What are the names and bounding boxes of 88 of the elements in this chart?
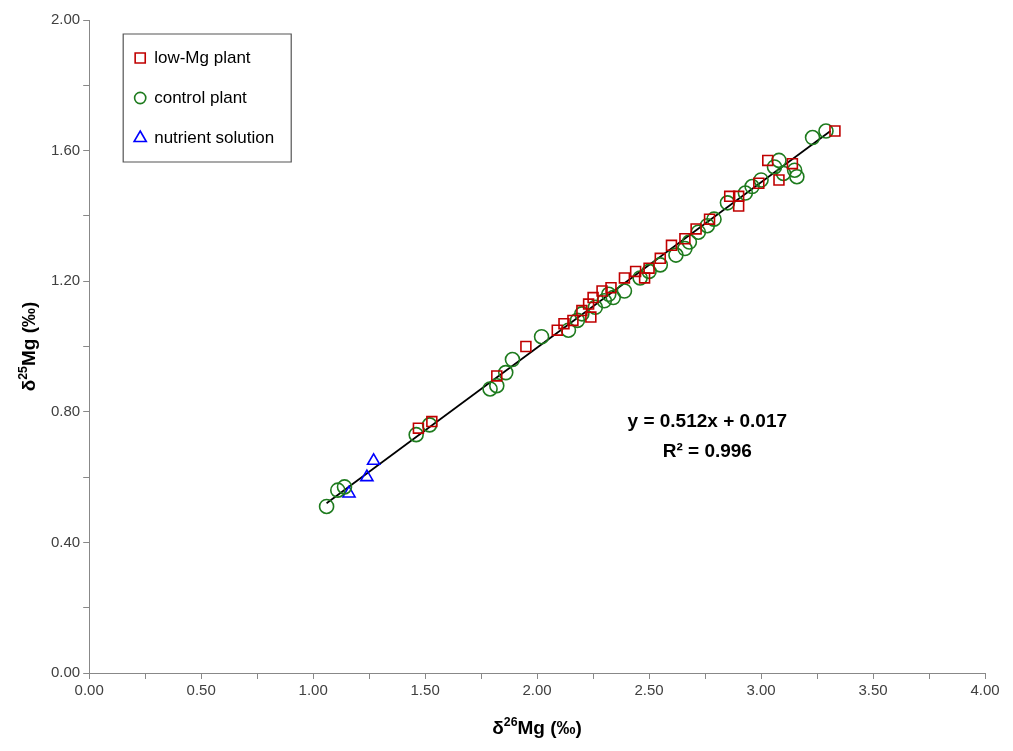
- point: [786, 162, 803, 178]
- point: [789, 168, 805, 185]
- x-tick-label: 3.00: [746, 681, 776, 699]
- point: [690, 223, 702, 235]
- point: [629, 265, 642, 278]
- point: [766, 159, 783, 175]
- point: [618, 272, 631, 284]
- x-tick-label: 0.50: [186, 681, 216, 699]
- point: [699, 217, 716, 234]
- y-axis-title: δ25Mg (‰): [15, 301, 40, 392]
- point: [804, 129, 821, 146]
- point: [366, 452, 381, 466]
- point: [632, 270, 648, 286]
- point: [569, 312, 586, 329]
- point: [533, 328, 550, 345]
- y-tick-label: 1.20: [50, 271, 81, 289]
- point: [582, 298, 595, 310]
- point: [482, 381, 498, 397]
- point: [408, 426, 424, 443]
- x-tick-label: 3.50: [858, 681, 888, 699]
- point: [497, 364, 514, 381]
- legend-label: nutrient solution: [154, 127, 275, 147]
- point: [605, 289, 622, 306]
- point: [775, 165, 792, 182]
- point: [732, 190, 745, 203]
- point: [558, 317, 570, 330]
- y-tick-label: 2.00: [50, 10, 81, 28]
- point: [600, 286, 617, 303]
- point: [762, 154, 774, 167]
- point: [560, 322, 577, 338]
- point: [668, 247, 684, 263]
- point: [786, 157, 799, 170]
- point: [690, 224, 707, 241]
- point: [641, 263, 657, 280]
- point: [605, 281, 617, 294]
- point: [723, 190, 736, 203]
- point: [753, 177, 765, 189]
- point: [818, 123, 834, 139]
- point: [638, 272, 651, 284]
- x-tick-label: 2.50: [634, 681, 664, 699]
- point: [585, 311, 597, 323]
- y-tick-label: 0.00: [50, 663, 81, 681]
- point: [744, 178, 760, 195]
- point: [703, 213, 716, 225]
- annotation: R² = 0.996: [662, 439, 752, 461]
- point: [412, 422, 425, 434]
- y-tick-label: 0.40: [50, 532, 81, 550]
- x-tick-label: 1.00: [298, 681, 328, 699]
- point: [488, 377, 505, 394]
- point: [732, 200, 745, 212]
- point: [318, 498, 335, 515]
- point: [829, 125, 841, 137]
- legend-label: control plant: [154, 87, 248, 107]
- x-tick-label: 2.00: [522, 681, 552, 699]
- point: [737, 185, 754, 201]
- point: [771, 152, 787, 169]
- point: [491, 370, 503, 382]
- legend-label: low-Mg plant: [154, 47, 251, 67]
- point: [616, 283, 633, 299]
- point: [587, 299, 604, 316]
- point: [567, 314, 579, 327]
- point: [576, 304, 588, 317]
- point: [677, 240, 693, 257]
- point: [342, 485, 356, 498]
- point: [665, 239, 678, 252]
- annotation: y = 0.512x + 0.017: [627, 409, 788, 431]
- point: [587, 291, 599, 304]
- point: [329, 482, 346, 498]
- point: [551, 324, 563, 336]
- y-tick-label: 1.60: [50, 140, 81, 158]
- y-tick-label: 0.80: [50, 401, 81, 419]
- point: [336, 479, 353, 495]
- x-tick-label: 0.00: [74, 681, 104, 699]
- x-tick-label: 4.00: [970, 681, 1000, 699]
- x-tick-label: 1.50: [410, 681, 440, 699]
- point: [681, 234, 698, 250]
- point: [596, 285, 608, 297]
- point: [706, 211, 722, 227]
- point: [643, 262, 655, 274]
- point: [753, 172, 769, 188]
- point: [504, 351, 521, 368]
- point: [520, 340, 532, 353]
- point: [421, 417, 438, 433]
- point: [652, 257, 669, 273]
- point: [426, 415, 438, 428]
- point: [360, 469, 374, 482]
- point: [654, 252, 667, 265]
- point: [574, 306, 590, 322]
